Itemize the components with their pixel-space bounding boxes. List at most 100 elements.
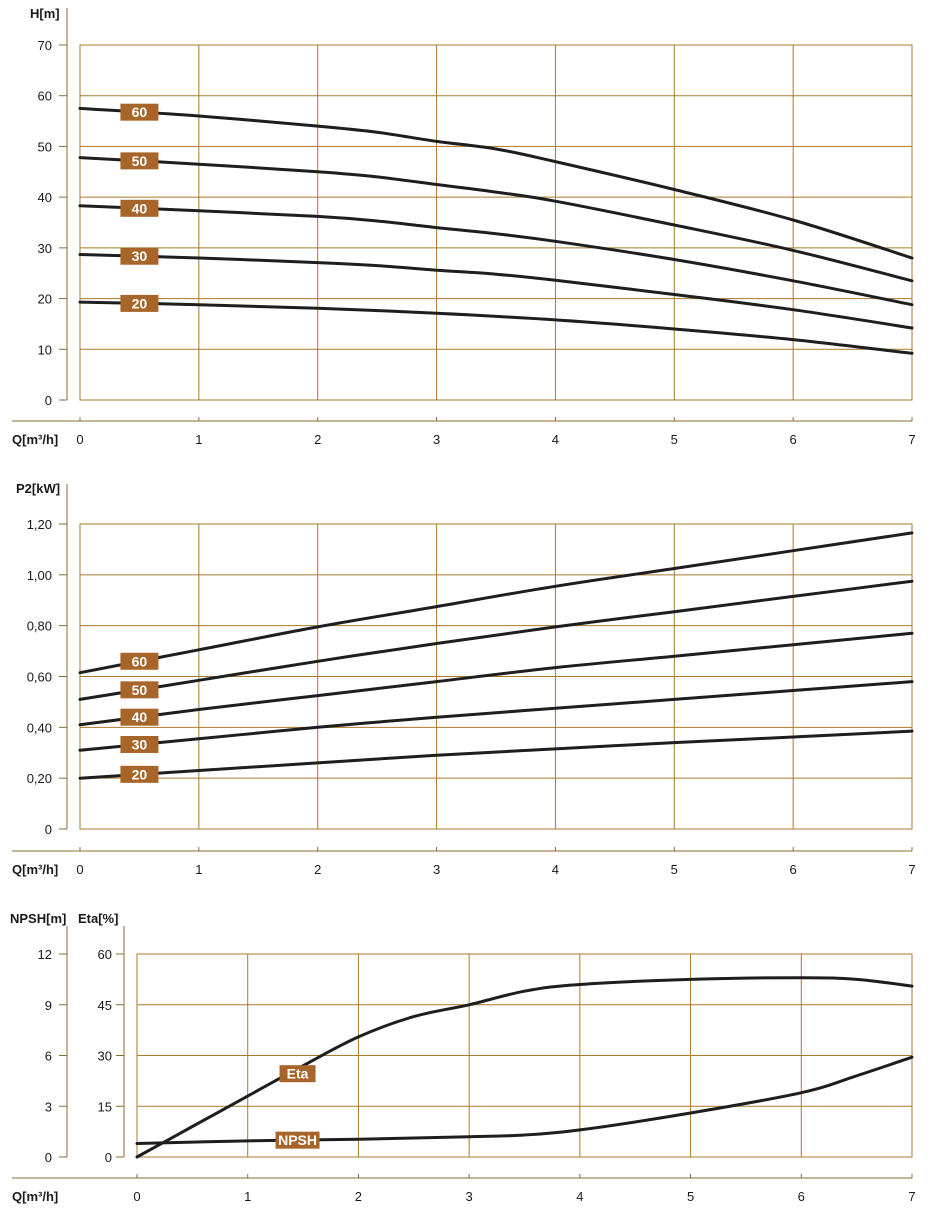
npsh-series-badge-bg: [275, 1131, 320, 1149]
head-x-tick-label: 4: [552, 432, 559, 447]
power-series-badge-label: 20: [132, 766, 148, 782]
power-x-tick-label: 0: [76, 862, 83, 877]
npsh-y2-tick-label: 30: [98, 1049, 112, 1064]
head-series-badge-label: 30: [132, 248, 148, 264]
npsh-series-badge: NPSH: [275, 1131, 320, 1149]
power-series-badge: 30: [120, 735, 159, 753]
npsh-series-badge-label: Eta: [287, 1066, 309, 1082]
head-series-30-line: [78, 253, 914, 330]
power-chart: P2[kW] Q[m³/h] 0 1 2 3 4 5 6 7 0 0,20 0,40 0,60 0,80…: [12, 481, 916, 877]
power-series-20-line: [78, 729, 914, 780]
npsh-series-badge-bg: [279, 1065, 316, 1083]
head-series-badge-bg: [120, 247, 159, 265]
power-x-tick-label: 3: [433, 862, 440, 877]
head-x-tick-label: 6: [790, 432, 797, 447]
power-x-tick-label: 5: [671, 862, 678, 877]
head-series-badge-label: 40: [132, 200, 148, 216]
head-x-tick-label: 3: [433, 432, 440, 447]
npsh-series-eta-line: [135, 976, 914, 1159]
npsh-y-tick-label: 3: [45, 1099, 52, 1114]
power-series-50-line: [78, 579, 914, 701]
head-series-badge-bg: [120, 103, 159, 121]
head-series-badge: 50: [120, 152, 159, 170]
head-series-badge: 40: [120, 199, 159, 217]
power-series-badge-label: 30: [132, 736, 148, 752]
npsh-eta-chart: NPSH[m] Eta[%] Q[m³/h] 0 1 2 3 4 5 6 7036912015…: [10, 911, 916, 1204]
npsh-series-badge: Eta: [279, 1065, 316, 1083]
head-y-tick-label: 50: [38, 139, 52, 154]
head-series-badge-label: 50: [132, 153, 148, 169]
npsh-y-tick-label: 0: [45, 1150, 52, 1165]
head-x-tick-label: 5: [671, 432, 678, 447]
head-series-badge-bg: [120, 199, 159, 217]
power-series-badge-bg: [120, 765, 159, 783]
power-series-badge-label: 60: [132, 653, 148, 669]
head-x-tick-label: 0: [76, 432, 83, 447]
head-series-badge: 30: [120, 247, 159, 265]
power-x-tick-label: 2: [314, 862, 321, 877]
npsh-y2-tick-label: 0: [105, 1150, 112, 1165]
head-series-60-line: [78, 106, 914, 260]
head-plot-frame: [79, 44, 913, 401]
power-y-tick-label: 0,20: [27, 771, 52, 786]
power-series-badge-bg: [120, 708, 159, 726]
head-series-badge: 60: [120, 103, 159, 121]
head-chart: H[m] Q[m³/h] 0 1 2 3 4 5 6 70102030405060706050…: [12, 6, 916, 447]
power-y-tick-label: 1,00: [27, 568, 52, 583]
power-series-badge-bg: [120, 652, 159, 670]
npsh-y2-tick-label: 15: [98, 1099, 112, 1114]
head-series-50-line: [78, 156, 914, 283]
head-x-tick-label: 7: [908, 432, 915, 447]
npsh-y2-tick-label: 45: [98, 998, 112, 1013]
power-y-tick-label: 0,80: [27, 619, 52, 634]
head-y-tick-label: 60: [38, 89, 52, 104]
eta-y-axis-label: Eta[%]: [78, 911, 118, 926]
head-y-tick-label: 20: [38, 292, 52, 307]
head-y-tick-label: 30: [38, 241, 52, 256]
npsh-x-tick-label: 2: [355, 1189, 362, 1204]
npsh-x-tick-label: 4: [576, 1189, 583, 1204]
npsh-x-tick-label: 0: [133, 1189, 140, 1204]
head-x-axis-label: Q[m³/h]: [12, 432, 58, 447]
npsh-plot-frame: [136, 953, 913, 1158]
head-y-axis-label: H[m]: [30, 6, 60, 21]
power-series-badge-label: 50: [132, 682, 148, 698]
power-x-tick-label: 7: [908, 862, 915, 877]
power-series-badge-bg: [120, 681, 159, 699]
head-series-40-line: [78, 204, 914, 307]
power-y-tick-label: 1,20: [27, 517, 52, 532]
head-y-tick-label: 40: [38, 190, 52, 205]
head-y-tick-label: 0: [45, 393, 52, 408]
head-series-badge-label: 20: [132, 295, 148, 311]
power-series-badge: 20: [120, 765, 159, 783]
power-y-axis-label: P2[kW]: [16, 481, 60, 496]
npsh-x-tick-label: 7: [908, 1189, 915, 1204]
power-y-tick-label: 0,60: [27, 670, 52, 685]
power-series-40-line: [78, 631, 914, 727]
npsh-series-badge-label: NPSH: [278, 1132, 317, 1148]
npsh-y-tick-label: 9: [45, 998, 52, 1013]
power-series-badge-label: 40: [132, 709, 148, 725]
power-series-30-line: [78, 680, 914, 752]
power-x-tick-label: 6: [790, 862, 797, 877]
head-series-20-line: [78, 300, 914, 355]
power-x-tick-label: 4: [552, 862, 559, 877]
power-x-tick-label: 1: [195, 862, 202, 877]
power-series-60-line: [78, 531, 914, 675]
npsh-x-tick-label: 5: [687, 1189, 694, 1204]
npsh-y-tick-label: 6: [45, 1049, 52, 1064]
power-series-badge-bg: [120, 735, 159, 753]
npsh-x-tick-label: 1: [244, 1189, 251, 1204]
head-series-badge-bg: [120, 152, 159, 170]
power-series-badge: 60: [120, 652, 159, 670]
head-x-tick-label: 1: [195, 432, 202, 447]
npsh-y-axis-label: NPSH[m]: [10, 911, 66, 926]
power-series-badge: 50: [120, 681, 159, 699]
power-plot-frame: [79, 523, 913, 830]
head-series-badge-label: 60: [132, 104, 148, 120]
npsh-y2-tick-label: 60: [98, 947, 112, 962]
npsh-x-axis-label: Q[m³/h]: [12, 1189, 58, 1204]
npsh-y-tick-label: 12: [38, 947, 52, 962]
npsh-series-npsh-line: [135, 1055, 914, 1145]
